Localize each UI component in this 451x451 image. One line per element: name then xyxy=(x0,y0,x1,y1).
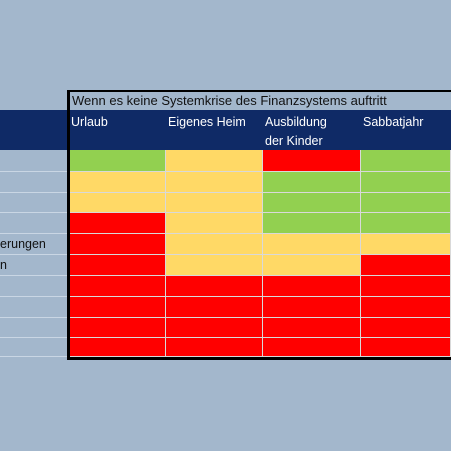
grid-cell xyxy=(70,297,166,318)
grid-cell xyxy=(361,234,451,255)
row-divider xyxy=(0,337,67,338)
grid-cell xyxy=(166,213,263,234)
row-label: n xyxy=(0,258,7,272)
row-divider xyxy=(0,233,67,234)
grid-cell xyxy=(166,255,263,276)
row-divider xyxy=(0,212,67,213)
grid-cell xyxy=(70,318,166,338)
grid-cell xyxy=(263,276,361,297)
table-title: Wenn es keine Systemkrise des Finanzsyst… xyxy=(68,90,451,110)
grid-cell xyxy=(70,276,166,297)
table-left-border xyxy=(67,90,70,360)
grid-cell xyxy=(70,213,166,234)
grid-cell xyxy=(263,172,361,193)
grid-cell xyxy=(361,318,451,338)
grid-cell xyxy=(361,338,451,357)
row-divider xyxy=(0,254,67,255)
grid-cell xyxy=(166,150,263,172)
table-header xyxy=(0,110,451,150)
grid-cell xyxy=(263,150,361,172)
grid-cell xyxy=(263,338,361,357)
grid-cell xyxy=(361,276,451,297)
column-header-urlaub: Urlaub xyxy=(71,115,108,129)
grid-cell xyxy=(166,172,263,193)
grid-cell xyxy=(263,213,361,234)
grid-cell xyxy=(361,255,451,276)
grid-cell xyxy=(263,193,361,213)
grid-cell xyxy=(70,172,166,193)
grid-cell xyxy=(361,213,451,234)
row-divider xyxy=(0,356,67,357)
grid-cell xyxy=(70,150,166,172)
grid-cell xyxy=(166,318,263,338)
grid-cell xyxy=(361,297,451,318)
column-header-sabbatjahr: Sabbatjahr xyxy=(363,115,424,129)
grid-cell xyxy=(166,276,263,297)
grid-cell xyxy=(361,150,451,172)
grid-cell xyxy=(166,193,263,213)
row-divider xyxy=(0,192,67,193)
grid-cell xyxy=(70,338,166,357)
column-header-ausbildung: Ausbildung der Kinder xyxy=(265,115,327,148)
grid-cell xyxy=(70,193,166,213)
grid-cell xyxy=(361,193,451,213)
grid-cell xyxy=(166,297,263,318)
row-label: erungen xyxy=(0,237,46,251)
column-header-eigenes-heim: Eigenes Heim xyxy=(168,115,246,129)
row-divider xyxy=(0,296,67,297)
grid-cell xyxy=(263,234,361,255)
grid-cell xyxy=(70,234,166,255)
row-divider xyxy=(0,171,67,172)
row-divider xyxy=(0,275,67,276)
grid-cell xyxy=(166,338,263,357)
grid-cell xyxy=(263,318,361,338)
grid-cell xyxy=(70,255,166,276)
row-divider xyxy=(0,317,67,318)
grid-cell xyxy=(263,255,361,276)
grid-cell xyxy=(361,172,451,193)
grid-cell xyxy=(263,297,361,318)
table-bottom-border xyxy=(67,357,451,360)
grid-cell xyxy=(166,234,263,255)
